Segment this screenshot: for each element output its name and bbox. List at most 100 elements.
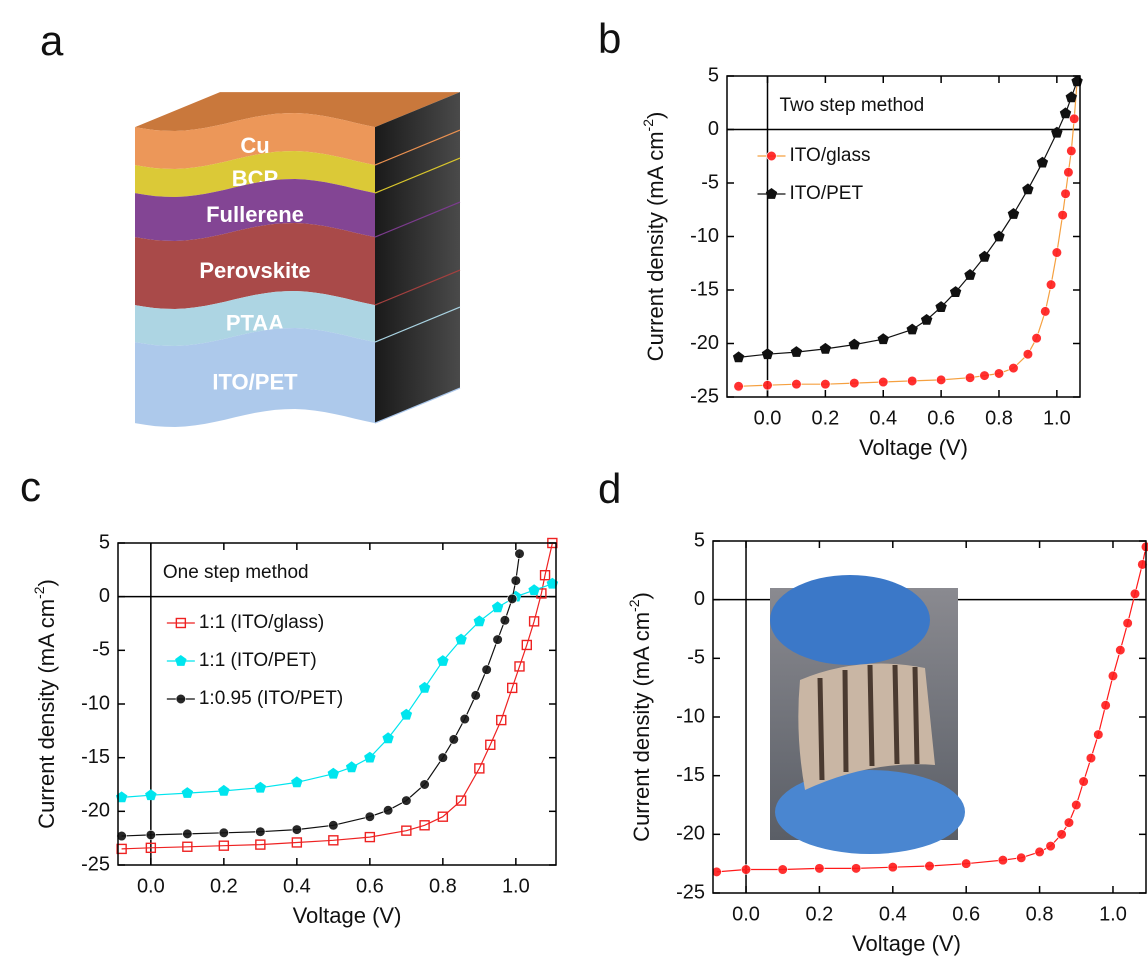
y-tick-label: -20 <box>676 823 705 845</box>
y-axis-title-part: -2 <box>640 119 656 132</box>
y-tick-label: 0 <box>708 118 719 140</box>
data-point <box>820 343 831 354</box>
x-tick-label: 0.6 <box>927 407 955 429</box>
data-point <box>849 339 860 350</box>
data-point <box>511 576 521 586</box>
data-point <box>936 375 946 385</box>
y-tick-label: -10 <box>81 692 110 714</box>
y-tick-label: 5 <box>694 529 705 551</box>
x-tick-label: 1.0 <box>1099 903 1127 925</box>
data-point <box>1037 157 1048 168</box>
x-tick-label: 0.6 <box>952 903 980 925</box>
legend-entry: 1:0.95 (ITO/PET) <box>167 688 343 709</box>
data-point <box>145 789 157 800</box>
y-tick-label: -25 <box>81 853 110 875</box>
data-point <box>998 855 1008 865</box>
data-point <box>741 865 751 875</box>
data-point <box>762 348 773 359</box>
inset-photo <box>770 575 965 854</box>
data-point <box>850 378 860 388</box>
x-tick-label: 1.0 <box>502 875 530 897</box>
x-tick-label: 0.6 <box>356 875 384 897</box>
data-point <box>1123 618 1133 628</box>
data-point <box>292 825 302 835</box>
x-axis-title: Voltage (V) <box>859 435 968 460</box>
data-point <box>979 251 990 262</box>
y-tick-label: -10 <box>676 705 705 727</box>
y-tick-label: -25 <box>676 881 705 903</box>
data-point <box>994 369 1004 379</box>
data-point <box>420 780 430 790</box>
data-point <box>255 782 267 793</box>
data-point <box>329 820 339 830</box>
data-point <box>1040 307 1050 317</box>
y-axis-title-part: -2 <box>31 586 47 599</box>
plot-area <box>733 75 1083 391</box>
data-point <box>1086 753 1096 763</box>
data-point <box>1008 208 1020 219</box>
data-point <box>993 231 1004 242</box>
data-point <box>256 827 266 837</box>
panel-label: a <box>40 17 64 64</box>
x-axis-title: Voltage (V) <box>852 931 961 956</box>
legend-label: ITO/PET <box>790 183 864 204</box>
data-point <box>438 753 448 763</box>
y-axis-title: Current density (mA cm-2) <box>640 112 668 362</box>
y-axis-title-part: -2 <box>626 599 642 612</box>
y-tick-label: -15 <box>81 746 110 768</box>
data-point <box>383 805 393 815</box>
data-point <box>1052 248 1062 258</box>
y-tick-label: -20 <box>690 332 719 354</box>
y-axis-title-part: Current density (mA cm <box>643 131 668 361</box>
y-axis-title-part: ) <box>34 579 59 586</box>
y-axis-title: Current density (mA cm-2) <box>31 579 59 829</box>
legend-label: 1:0.95 (ITO/PET) <box>199 688 343 709</box>
data-point <box>175 655 187 666</box>
data-point <box>449 735 459 745</box>
data-point <box>878 333 890 344</box>
data-point <box>1071 800 1081 810</box>
data-point <box>1066 91 1077 102</box>
data-point <box>1022 183 1033 194</box>
data-point <box>1067 146 1077 156</box>
data-point <box>500 615 510 625</box>
y-tick-label: -10 <box>690 225 719 247</box>
legend-label: ITO/glass <box>790 145 871 166</box>
data-point <box>346 761 357 772</box>
data-point <box>778 865 788 875</box>
data-point <box>528 584 539 595</box>
y-axis-title-part: Current density (mA cm <box>34 599 59 829</box>
data-point <box>965 373 975 383</box>
data-point <box>1057 830 1067 840</box>
series-line <box>739 81 1078 386</box>
x-tick-label: 0.0 <box>137 875 165 897</box>
data-point <box>763 380 773 390</box>
data-point <box>1060 107 1071 118</box>
x-tick-label: 0.2 <box>210 875 238 897</box>
data-point <box>176 694 186 704</box>
data-point <box>402 796 412 806</box>
data-point <box>1069 114 1079 124</box>
x-tick-label: 0.2 <box>806 903 834 925</box>
x-tick-label: 0.8 <box>429 875 457 897</box>
legend-entry: ITO/PET <box>758 183 864 204</box>
legend-entry: 1:1 (ITO/glass) <box>167 612 324 633</box>
legend-entry: ITO/glass <box>758 145 871 166</box>
data-point <box>821 379 831 389</box>
data-point <box>907 376 917 386</box>
figure: aCuBCPFullerenePerovskitePTAAITO/PET b0.… <box>0 0 1148 963</box>
data-point <box>925 861 935 871</box>
data-point <box>507 594 517 604</box>
x-tick-label: 0.0 <box>732 903 760 925</box>
data-point <box>291 776 303 787</box>
layer-label: Fullerene <box>206 202 304 227</box>
data-point <box>460 714 470 724</box>
data-point <box>1032 333 1042 343</box>
data-point <box>791 346 802 357</box>
y-tick-label: -25 <box>690 385 719 407</box>
y-tick-label: -5 <box>92 639 110 661</box>
data-point <box>219 828 229 838</box>
x-tick-label: 1.0 <box>1043 407 1071 429</box>
legend-label: 1:1 (ITO/glass) <box>199 612 324 633</box>
